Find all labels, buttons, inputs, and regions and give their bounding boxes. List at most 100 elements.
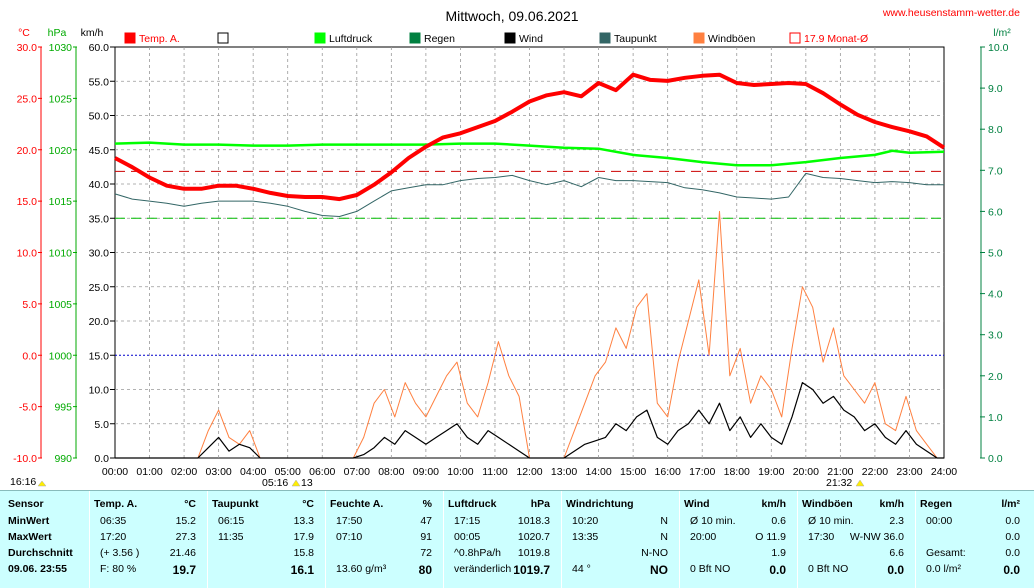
stats-header: Sensor	[8, 498, 44, 510]
stats-header: Windrichtung	[566, 498, 634, 510]
stats-value: 0.6	[771, 515, 786, 527]
x-tick: 01:00	[136, 466, 162, 478]
press-unit: hPa	[48, 27, 67, 39]
legend-swatch	[504, 32, 516, 44]
marker-sunset-icon	[855, 479, 865, 487]
series-wind	[115, 382, 944, 459]
stats-label: Ø 10 min.	[808, 515, 854, 527]
stats-label: 17:30	[808, 531, 835, 543]
legend-label: Regen	[424, 33, 455, 45]
stats-label: ^0.8hPa/h	[454, 547, 501, 559]
stats-value: 16.1	[290, 563, 314, 577]
marker-sunrise-icon	[291, 479, 301, 487]
column-separator	[443, 491, 444, 588]
stats-header: Windböen	[802, 498, 853, 510]
stats-value: 2.3	[889, 515, 904, 527]
stats-label: 06:35	[100, 515, 127, 527]
stats-value: N	[660, 531, 668, 543]
rain-tick: 3.0	[988, 330, 1003, 342]
stats-label: 44 °	[572, 563, 591, 575]
rain-tick: 2.0	[988, 371, 1003, 383]
x-tick: 11:00	[482, 466, 508, 478]
press-tick: 1025	[49, 93, 73, 105]
wind-tick: 25.0	[89, 282, 110, 294]
temp-tick: 20.0	[17, 145, 38, 157]
stats-label: veränderlich	[454, 563, 512, 575]
legend-item-3: Regen	[409, 32, 455, 45]
wind-tick: 5.0	[94, 419, 109, 431]
wind-tick: 20.0	[89, 316, 110, 328]
chart-title: Mittwoch, 09.06.2021	[445, 8, 578, 24]
x-tick: 15:00	[620, 466, 646, 478]
legend-label: Temp. A.	[139, 33, 180, 45]
stats-header: Luftdruck	[448, 498, 497, 510]
stats-label: 17:15	[454, 515, 481, 527]
rain-tick: 9.0	[988, 83, 1003, 95]
x-tick: 06:00	[309, 466, 335, 478]
series-temp-a-	[114, 72, 946, 202]
stats-value: 1018.3	[517, 515, 550, 527]
stats-label: (+ 3.56 )	[100, 547, 140, 559]
temp-unit: °C	[18, 27, 30, 39]
legend-swatch	[693, 32, 705, 44]
stats-value: 72	[420, 547, 432, 559]
rain-tick: 7.0	[988, 165, 1003, 177]
stats-label: 00:05	[454, 531, 481, 543]
legend-label: Windböen	[708, 33, 755, 45]
stats-label: Durchschnitt	[8, 547, 73, 559]
stats-header: Regen	[920, 498, 953, 510]
axes: 30.0 25.0 20.0 15.0 10.0 5.0 0.0 -5.0 -10.0 1030 1…	[13, 42, 1009, 478]
x-tick: 23:00	[896, 466, 922, 478]
x-tick: 21:00	[827, 466, 853, 478]
temp-tick: -5.0	[19, 402, 37, 414]
stats-value: 21.46	[169, 547, 196, 559]
legend-label: Taupunkt	[614, 33, 657, 45]
site-url[interactable]: www.heusenstamm-wetter.de	[882, 7, 1020, 19]
series	[114, 72, 946, 459]
marker-left-icon	[37, 480, 47, 487]
stats-value: 0.0	[887, 563, 904, 577]
legend-swatch	[124, 32, 136, 44]
x-tick: 00:00	[102, 466, 128, 478]
series-luftdruck	[114, 141, 945, 167]
press-tick: 990	[54, 453, 72, 465]
column-separator	[207, 491, 208, 588]
press-tick: 1030	[49, 42, 73, 54]
x-tick: 02:00	[171, 466, 197, 478]
stats-value: O 11.9	[755, 531, 786, 543]
stats-value: 80	[418, 563, 432, 577]
legend-item-2: Luftdruck	[314, 32, 373, 45]
stats-value: 27.3	[175, 531, 196, 543]
rain-tick: 6.0	[988, 206, 1003, 218]
press-tick: 1020	[49, 145, 73, 157]
legend-swatch	[217, 32, 229, 44]
stats-label: 17:20	[100, 531, 127, 543]
x-tick: 18:00	[724, 466, 750, 478]
stats-unit: %	[422, 498, 432, 510]
stats-value: 91	[420, 531, 432, 543]
stats-label: Ø 10 min.	[690, 515, 736, 527]
stats-value: NO	[650, 563, 668, 577]
column-separator	[561, 491, 562, 588]
x-tick: 12:00	[516, 466, 542, 478]
x-tick: 08:00	[378, 466, 404, 478]
stats-value: 1019.7	[513, 563, 550, 577]
marker-13: 13	[301, 477, 313, 489]
stats-label: 00:00	[926, 515, 953, 527]
stats-header: Wind	[684, 498, 710, 510]
temp-tick: 0.0	[22, 350, 37, 362]
wind-tick: 15.0	[89, 350, 110, 362]
stats-label: MinWert	[8, 515, 50, 527]
x-tick: 24:00	[931, 466, 957, 478]
temp-tick: 25.0	[17, 93, 38, 105]
column-separator	[797, 491, 798, 588]
stats-label: 06:15	[218, 515, 245, 527]
legend-item-1	[217, 32, 229, 44]
legend-item-5: Taupunkt	[599, 32, 657, 45]
stats-unit: l/m²	[1001, 498, 1020, 510]
stats-unit: °C	[184, 498, 196, 510]
x-tick: 22:00	[862, 466, 888, 478]
marker-sunset: 21:32	[826, 477, 852, 489]
legend-item-7: 17.9 Monat-Ø	[789, 32, 868, 45]
x-tick: 04:00	[240, 466, 266, 478]
